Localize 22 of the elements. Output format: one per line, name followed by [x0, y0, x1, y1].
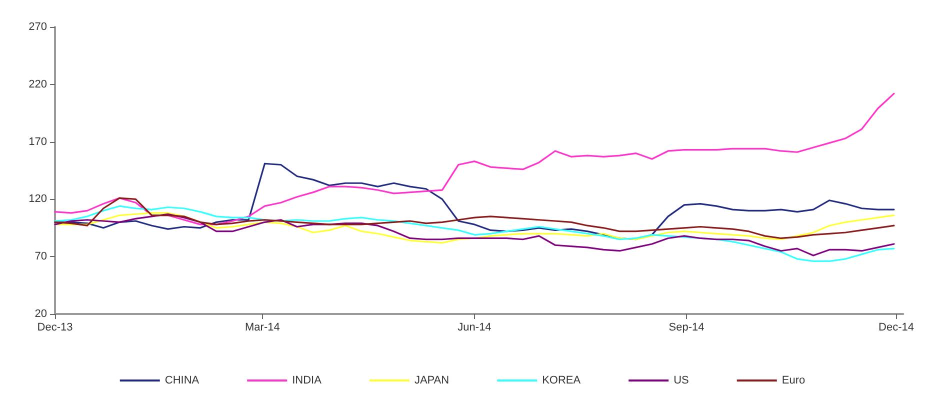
- legend-label: CHINA: [164, 374, 200, 386]
- x-tick-label: Mar-14: [245, 322, 280, 334]
- line-series: [54, 92, 895, 226]
- legend-label: US: [674, 374, 689, 386]
- x-tick-label: Sep-14: [668, 322, 704, 334]
- legend-label: KOREA: [542, 374, 582, 386]
- legend-label: JAPAN: [414, 374, 450, 386]
- y-tick-label: 20: [34, 308, 47, 320]
- y-tick-label: 220: [28, 78, 47, 90]
- legend-label: INDIA: [292, 374, 322, 386]
- line-series: [54, 212, 895, 244]
- line-series: [54, 197, 895, 240]
- legend-label: Euro: [782, 374, 806, 386]
- y-tick-label: 120: [28, 193, 47, 206]
- y-tick-label: 170: [28, 136, 47, 148]
- x-tick-label: Dec-13: [37, 322, 73, 334]
- line-series: [54, 205, 895, 262]
- x-tick-label: Jun-14: [458, 322, 492, 334]
- y-tick-label: 270: [28, 21, 47, 33]
- line-series: [54, 213, 895, 256]
- y-tick-label: 70: [34, 250, 47, 263]
- x-tick-label: Dec-14: [878, 322, 914, 334]
